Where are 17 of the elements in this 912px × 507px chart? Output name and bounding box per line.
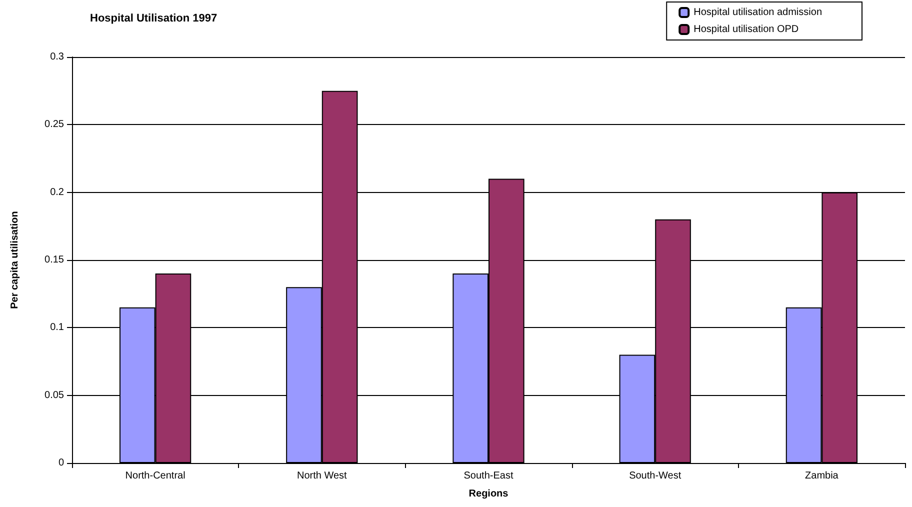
x-tick-label: South-East — [464, 470, 514, 482]
y-tick-label: 0 — [58, 458, 64, 468]
y-tick-label: 0.2 — [50, 186, 64, 198]
chart-title: Hospital Utilisation 1997 — [90, 12, 218, 24]
y-tick-label: 0.1 — [50, 322, 64, 334]
x-tick-label: South-West — [629, 470, 682, 482]
x-tick-label: North-Central — [125, 470, 186, 482]
y-tick-label: 0.05 — [44, 390, 64, 401]
y-axis-title: Per capita utilisation — [10, 211, 20, 309]
x-axis-title: Regions — [468, 488, 509, 500]
y-tick-label: 0.25 — [44, 119, 64, 130]
y-tick-label: 0.15 — [44, 254, 64, 266]
legend-label: Hospital utilisation OPD — [694, 24, 799, 35]
legend-label: Hospital utilisation admission — [694, 7, 822, 18]
x-tick-label: North West — [296, 470, 348, 482]
x-tick-label: Zambia — [805, 470, 839, 482]
y-tick-label: 0.3 — [50, 52, 64, 62]
